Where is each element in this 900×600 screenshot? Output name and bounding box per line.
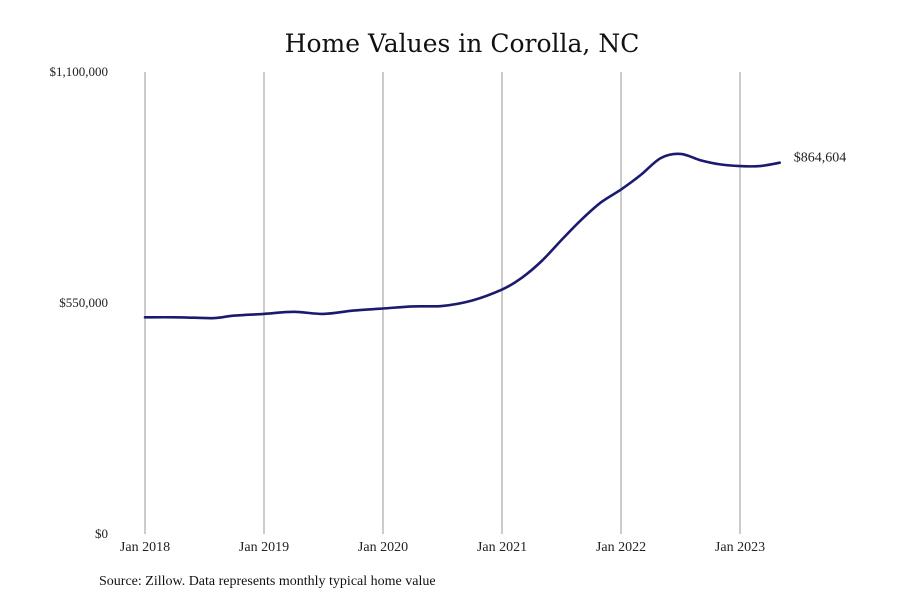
x-axis-ticks: Jan 2018 Jan 2019 Jan 2020 Jan 2021 Jan 2022… xyxy=(120,540,765,555)
y-tick-label: $1,100,000 xyxy=(50,64,109,79)
chart-title: Home Values in Corolla, NC xyxy=(285,29,640,58)
end-value-label: $864,604 xyxy=(794,151,847,166)
x-tick-label: Jan 2022 xyxy=(596,540,646,555)
series-layer xyxy=(143,152,781,320)
gridlines xyxy=(144,72,741,534)
y-tick-label: $550,000 xyxy=(59,295,108,310)
y-tick-label: $0 xyxy=(95,526,108,541)
x-tick-label: Jan 2023 xyxy=(715,540,765,555)
series-line xyxy=(143,152,781,320)
x-tick-label: Jan 2021 xyxy=(477,540,527,555)
source-note: Source: Zillow. Data represents monthly … xyxy=(99,574,436,589)
x-tick-label: Jan 2020 xyxy=(358,540,408,555)
x-tick-label: Jan 2019 xyxy=(239,540,289,555)
y-axis-ticks: $0 $550,000 $1,100,000 xyxy=(50,64,109,541)
x-tick-label: Jan 2018 xyxy=(120,540,170,555)
